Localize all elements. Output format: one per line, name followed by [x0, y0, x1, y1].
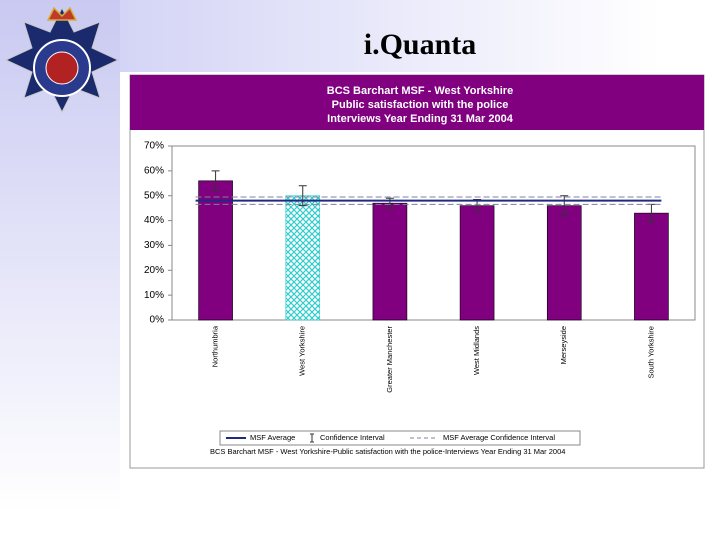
- chart-title: Public satisfaction with the police: [332, 99, 509, 111]
- bar: [546, 205, 582, 321]
- y-tick-label: 20%: [144, 265, 164, 276]
- error-bar: [560, 195, 569, 217]
- chart-title: BCS Barchart MSF - West Yorkshire: [327, 85, 513, 97]
- y-tick-label: 0%: [150, 315, 165, 326]
- error-bar: [211, 170, 220, 192]
- police-badge: [4, 6, 120, 114]
- bar: [634, 212, 669, 321]
- bar: [285, 195, 321, 321]
- bar: [459, 205, 495, 321]
- y-tick-label: 30%: [144, 240, 164, 251]
- x-tick-label: Northumbria: [211, 325, 220, 367]
- x-tick-label: West Yorkshire: [298, 326, 307, 376]
- chart-header: [130, 75, 704, 130]
- bar: [372, 202, 408, 321]
- x-tick-label: South Yorkshire: [646, 326, 655, 379]
- top-band: [120, 0, 720, 72]
- x-tick-label: Merseyside: [559, 326, 568, 364]
- legend-label: Confidence Interval: [320, 433, 385, 442]
- x-tick-label: West Midlands: [472, 326, 481, 375]
- y-tick-label: 70%: [144, 141, 164, 152]
- caption: BCS Barchart MSF - West Yorkshire-Public…: [210, 447, 565, 456]
- slide-title: i.Quanta: [363, 28, 477, 61]
- y-tick-label: 10%: [144, 290, 164, 301]
- chart-title: Interviews Year Ending 31 Mar 2004: [327, 113, 514, 125]
- legend-label: MSF Average: [250, 433, 295, 442]
- y-tick-label: 40%: [144, 215, 164, 226]
- legend-label: MSF Average Confidence Interval: [443, 433, 555, 442]
- x-tick-label: Greater Manchester: [385, 326, 394, 393]
- error-bar: [298, 185, 307, 207]
- plot-area: [171, 145, 696, 321]
- y-tick-label: 50%: [144, 190, 164, 201]
- legend-swatch: [310, 433, 314, 443]
- y-tick-label: 60%: [144, 165, 164, 176]
